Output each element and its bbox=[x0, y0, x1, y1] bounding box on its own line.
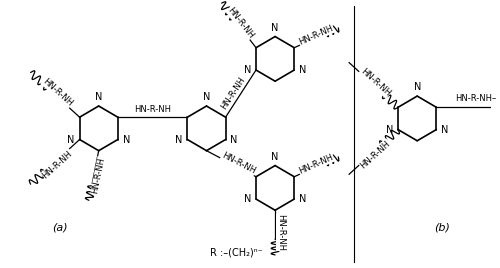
Text: HN-R-NH: HN-R-NH bbox=[220, 76, 248, 111]
Text: N: N bbox=[175, 135, 182, 144]
Text: N: N bbox=[386, 125, 393, 135]
Text: HN-R-NH: HN-R-NH bbox=[298, 153, 335, 176]
Text: N: N bbox=[203, 92, 210, 102]
Text: HN-R-NH: HN-R-NH bbox=[358, 67, 392, 98]
Text: HN-R-NH: HN-R-NH bbox=[226, 6, 255, 40]
Text: N: N bbox=[272, 23, 279, 33]
Text: HN-R-NH: HN-R-NH bbox=[134, 105, 171, 114]
Text: N: N bbox=[122, 135, 130, 144]
Text: (a): (a) bbox=[52, 223, 68, 233]
Text: R :–(CH₂)ⁿ⁻: R :–(CH₂)ⁿ⁻ bbox=[210, 247, 262, 258]
Text: N: N bbox=[244, 194, 251, 204]
Text: N: N bbox=[299, 194, 306, 204]
Text: N: N bbox=[230, 135, 238, 144]
Text: N: N bbox=[441, 125, 448, 135]
Text: N: N bbox=[272, 152, 279, 162]
Text: HN-R-NH: HN-R-NH bbox=[41, 77, 74, 108]
Text: (b): (b) bbox=[434, 223, 450, 233]
Text: HN-R-NH: HN-R-NH bbox=[41, 149, 74, 180]
Text: N: N bbox=[244, 65, 251, 75]
Text: N: N bbox=[299, 65, 306, 75]
Text: N: N bbox=[414, 82, 421, 92]
Text: HN-R-NH–: HN-R-NH– bbox=[455, 94, 496, 103]
Text: N: N bbox=[95, 92, 102, 102]
Text: HN-R-NH: HN-R-NH bbox=[298, 24, 335, 47]
Text: HN-R-NH: HN-R-NH bbox=[358, 139, 392, 170]
Text: HN-R-NH: HN-R-NH bbox=[220, 151, 257, 176]
Text: HN-R-NH: HN-R-NH bbox=[276, 214, 285, 251]
Text: N: N bbox=[68, 135, 74, 144]
Text: HN-R-NH: HN-R-NH bbox=[90, 157, 106, 195]
